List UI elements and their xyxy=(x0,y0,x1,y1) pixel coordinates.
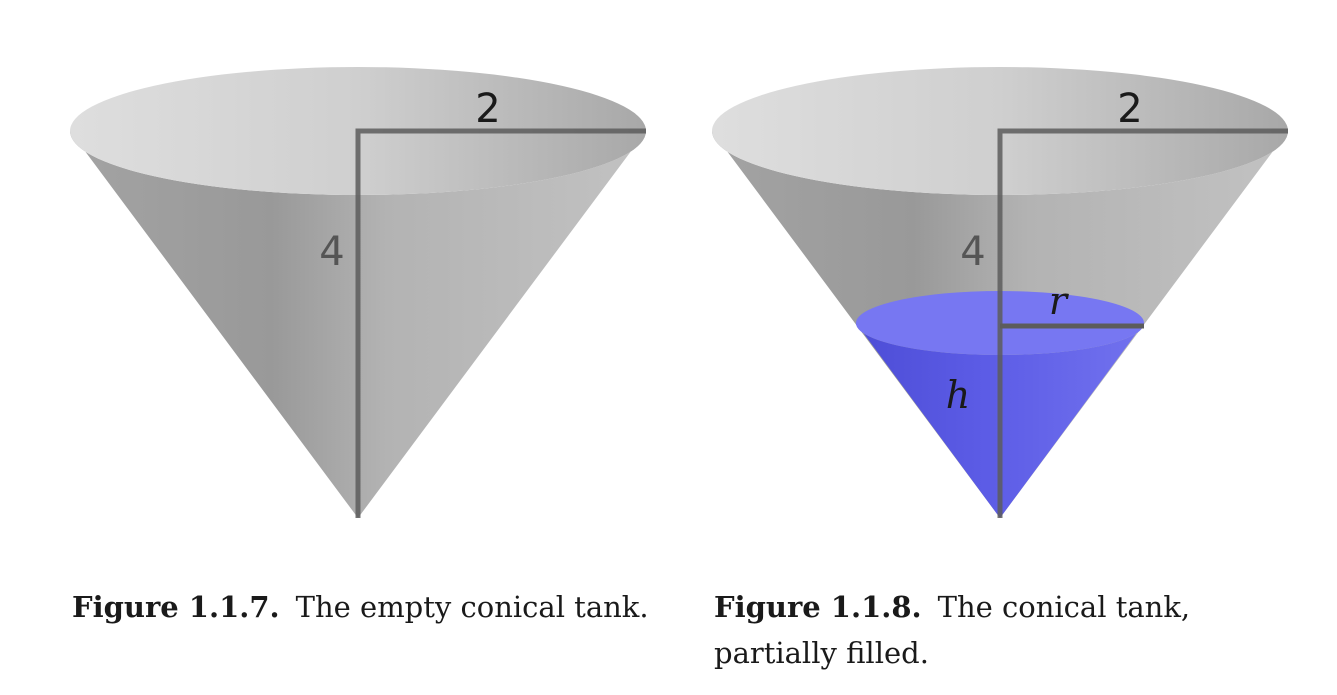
figure-caption: Figure 1.1.7. The empty conical tank. xyxy=(72,584,662,630)
figure-number: Figure 1.1.7. xyxy=(72,590,280,624)
filled-cone-diagram: 2 4 r h xyxy=(712,67,1288,518)
empty-cone-diagram: 2 4 xyxy=(70,67,646,518)
figure-caption-text: The empty conical tank. xyxy=(295,590,649,624)
figure-caption: Figure 1.1.8. The conical tank, partially… xyxy=(714,584,1314,676)
radius-label: 2 xyxy=(475,86,500,132)
water-radius-label: r xyxy=(1049,279,1070,323)
height-label: 4 xyxy=(960,229,985,275)
figure-partially-filled-tank: 2 4 r h Figure 1.1.8. The conical tank, p… xyxy=(668,0,1337,695)
figure-empty-tank: 2 4 Figure 1.1.7. The empty conical tank. xyxy=(0,0,668,695)
axis-line xyxy=(997,128,1288,518)
water-height-label: h xyxy=(946,373,970,417)
radius-label: 2 xyxy=(1117,86,1142,132)
axis-line xyxy=(355,128,646,518)
height-label: 4 xyxy=(319,229,344,275)
figure-caption-text: The conical tank, partially filled. xyxy=(714,590,1191,670)
figure-number: Figure 1.1.8. xyxy=(714,590,922,624)
